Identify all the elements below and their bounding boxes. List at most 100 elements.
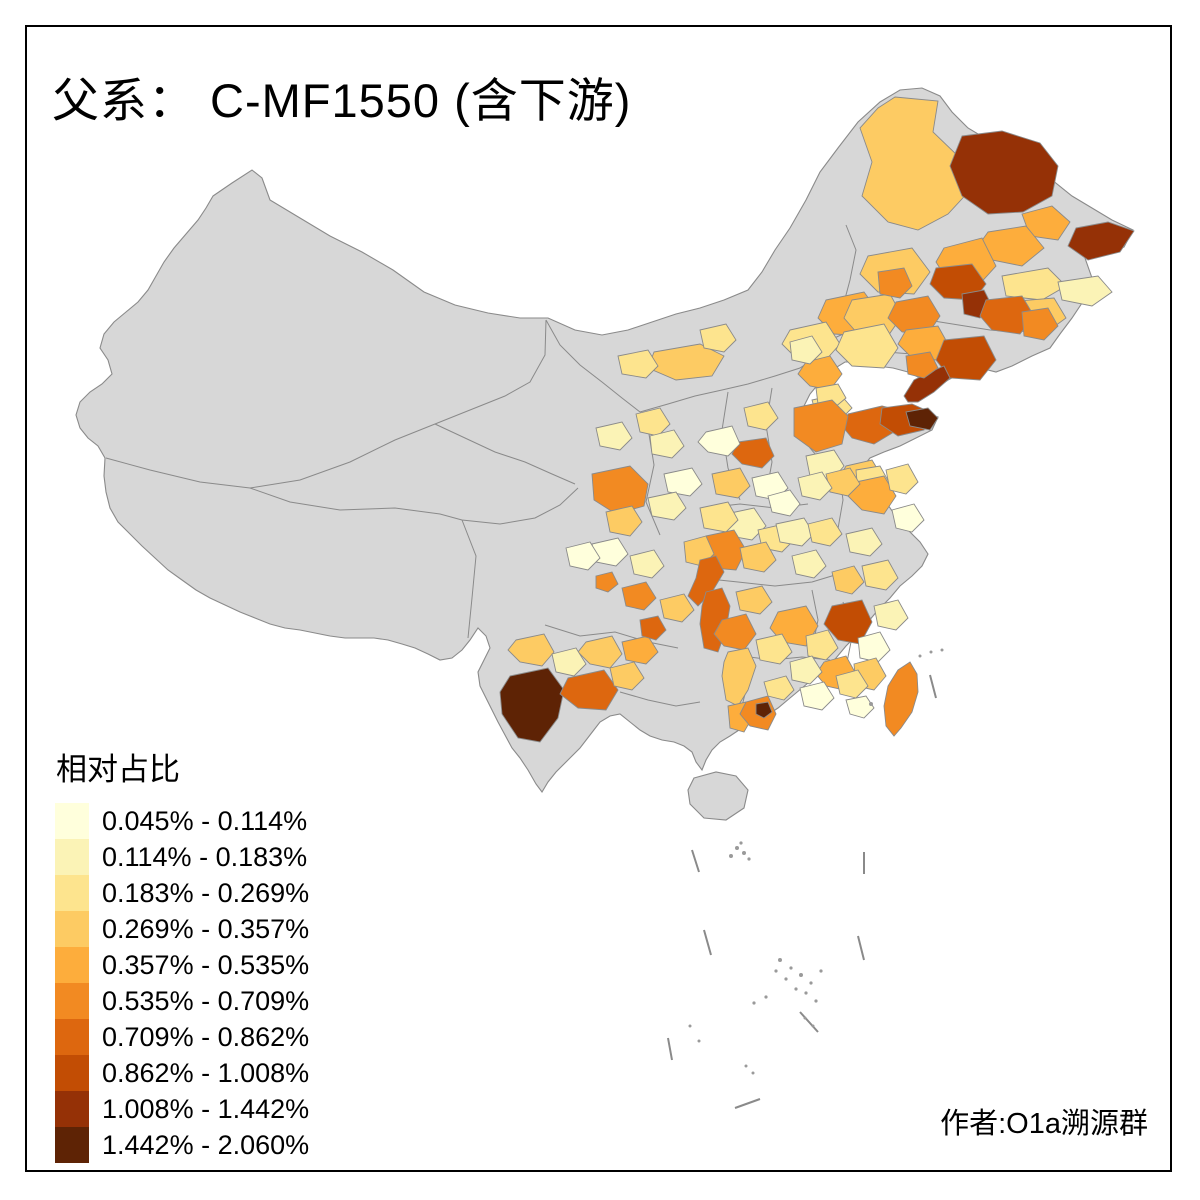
region xyxy=(877,267,913,299)
region xyxy=(605,505,643,537)
region xyxy=(609,661,645,691)
region xyxy=(1067,221,1135,261)
region xyxy=(861,559,899,591)
region xyxy=(621,581,657,611)
region xyxy=(621,635,659,665)
region xyxy=(835,323,899,369)
legend-row: 0.535% - 0.709% xyxy=(55,983,309,1019)
region xyxy=(697,425,741,457)
region xyxy=(731,437,775,469)
author-credit: 作者:O1a溯源群 xyxy=(940,1108,1148,1140)
legend-row: 0.114% - 0.183% xyxy=(55,839,309,875)
legend-swatch xyxy=(55,1127,89,1163)
region xyxy=(767,489,801,517)
region xyxy=(979,295,1035,335)
region xyxy=(629,549,665,579)
south-china-sea-features xyxy=(667,648,944,1109)
legend-swatch xyxy=(55,803,89,839)
region xyxy=(831,565,865,595)
legend-title: 相对占比 xyxy=(56,752,180,787)
legend-swatch xyxy=(55,875,89,911)
legend-label: 0.269% - 0.357% xyxy=(102,913,310,944)
legend-label: 0.114% - 0.183% xyxy=(102,841,308,872)
legend-label: 0.045% - 0.114% xyxy=(102,805,308,836)
legend-label: 0.357% - 0.535% xyxy=(102,949,310,980)
region xyxy=(1021,307,1059,341)
region xyxy=(1001,267,1067,301)
region xyxy=(507,633,555,667)
legend-swatch xyxy=(55,1019,89,1055)
legend-row: 1.442% - 2.060% xyxy=(55,1127,309,1163)
page-title: 父系： C-MF1550 (含下游) xyxy=(52,74,632,127)
region xyxy=(559,669,619,711)
prefecture-regions xyxy=(499,96,1135,743)
region xyxy=(663,467,703,497)
region xyxy=(647,491,687,521)
region xyxy=(935,335,997,381)
region xyxy=(755,633,793,665)
region xyxy=(791,549,827,579)
legend-row: 0.045% - 0.114% xyxy=(55,803,309,839)
legend-label: 1.442% - 2.060% xyxy=(102,1129,310,1160)
region xyxy=(565,541,601,571)
region xyxy=(699,323,737,353)
region xyxy=(617,349,659,379)
legend-row: 0.862% - 1.008% xyxy=(55,1055,309,1091)
region xyxy=(551,647,587,677)
legend-row: 1.008% - 1.442% xyxy=(55,1091,309,1127)
region xyxy=(859,96,973,231)
region xyxy=(845,695,875,719)
region xyxy=(743,401,779,431)
legend-swatch xyxy=(55,1091,89,1127)
legend-label: 1.008% - 1.442% xyxy=(102,1093,310,1124)
region xyxy=(755,701,773,719)
region xyxy=(949,130,1059,215)
legend-label: 0.535% - 0.709% xyxy=(102,985,310,1016)
region xyxy=(793,399,849,453)
region xyxy=(595,571,619,593)
taiwan-island xyxy=(883,661,919,737)
legend-row: 0.357% - 0.535% xyxy=(55,947,309,983)
region xyxy=(499,667,565,743)
legend: 相对占比 0.045% - 0.114% 0.114% - 0.183% 0.1… xyxy=(55,744,309,1163)
legend-label: 0.709% - 0.862% xyxy=(102,1021,310,1052)
region xyxy=(835,669,869,699)
region xyxy=(595,421,633,451)
legend-label: 0.862% - 1.008% xyxy=(102,1057,310,1088)
region xyxy=(639,615,667,641)
region xyxy=(873,599,909,631)
legend-swatch xyxy=(55,1055,89,1091)
legend-swatch xyxy=(55,839,89,875)
region xyxy=(591,465,649,515)
legend-row: 0.183% - 0.269% xyxy=(55,875,309,911)
region xyxy=(799,681,835,711)
region xyxy=(711,467,751,499)
region xyxy=(1057,275,1113,307)
region xyxy=(891,503,925,533)
legend-row: 0.269% - 0.357% xyxy=(55,911,309,947)
region xyxy=(905,407,939,431)
region xyxy=(763,675,795,701)
legend-label: 0.183% - 0.269% xyxy=(102,877,310,908)
region xyxy=(739,541,777,573)
region xyxy=(659,593,695,623)
region xyxy=(699,501,739,533)
legend-swatch xyxy=(55,983,89,1019)
region xyxy=(885,463,919,495)
region xyxy=(789,335,823,365)
region xyxy=(735,585,773,615)
region xyxy=(845,527,883,557)
legend-swatch xyxy=(55,947,89,983)
region xyxy=(905,351,939,379)
region xyxy=(807,517,843,547)
region xyxy=(857,631,891,663)
region xyxy=(789,655,823,685)
region xyxy=(797,471,833,501)
region xyxy=(805,629,839,661)
region xyxy=(649,429,685,459)
region xyxy=(635,407,671,437)
island-specks xyxy=(688,648,944,1075)
legend-row: 0.709% - 0.862% xyxy=(55,1019,309,1055)
legend-swatch xyxy=(55,911,89,947)
